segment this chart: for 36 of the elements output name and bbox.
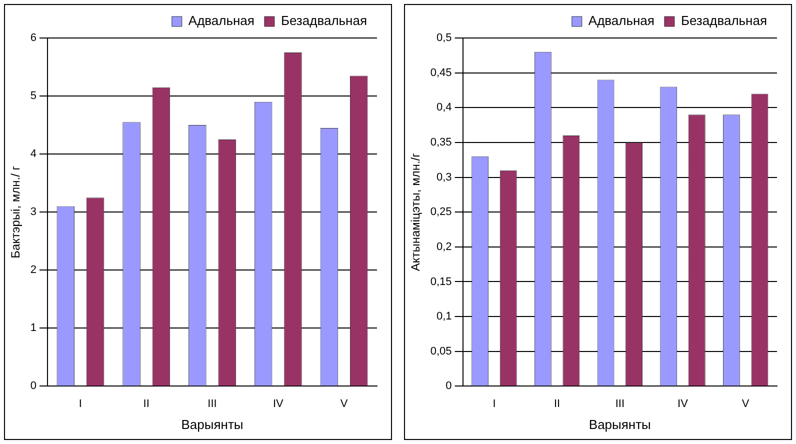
x-tick-label: V — [742, 398, 750, 410]
y-tick-label: 0,35 — [430, 136, 452, 148]
y-tick-label: 2 — [30, 264, 37, 276]
y-tick-label: 3 — [30, 206, 37, 218]
x-tick-label: IV — [678, 398, 689, 410]
x-tick-label: III — [208, 398, 217, 410]
y-tick-label: 0 — [446, 380, 452, 392]
y-tick-label: 0,05 — [430, 345, 452, 358]
y-tick-label: 0,1 — [436, 310, 452, 323]
y-tick-label: 0,2 — [436, 240, 452, 253]
y-tick-label: 0,15 — [430, 276, 452, 288]
y-tick-label: 0,5 — [436, 32, 452, 44]
y-tick-label: 0,3 — [436, 171, 452, 184]
legend-label: Безадвальная — [280, 13, 368, 28]
x-tick-label: III — [615, 398, 624, 410]
legend-label: Адвальная — [588, 13, 654, 28]
x-tick-label: I — [78, 398, 82, 410]
y-axis-title: Бактэрыі, млн./ г — [8, 165, 23, 258]
legend-label: Адвальная — [188, 13, 254, 28]
x-axis-title: Варыянты — [181, 416, 244, 432]
x-tick-label: I — [492, 398, 496, 410]
y-axis-title: Актынаміцэты, млн./г — [408, 152, 423, 272]
legend-label: Безадвальная — [680, 13, 768, 28]
x-tick-label: IV — [272, 398, 284, 410]
y-tick-label: 6 — [30, 32, 37, 44]
x-tick-label: II — [143, 398, 150, 410]
y-tick-label: 4 — [30, 148, 37, 160]
y-tick-label: 0,25 — [430, 206, 452, 218]
x-tick-label: II — [554, 398, 560, 410]
x-axis-title: Варыянты — [588, 416, 651, 432]
y-tick-label: 0,45 — [430, 66, 452, 79]
y-tick-label: 0,4 — [436, 102, 452, 114]
x-tick-label: V — [340, 398, 348, 410]
y-tick-label: 0 — [30, 380, 37, 392]
y-tick-label: 1 — [30, 322, 37, 334]
y-tick-label: 5 — [30, 90, 37, 102]
